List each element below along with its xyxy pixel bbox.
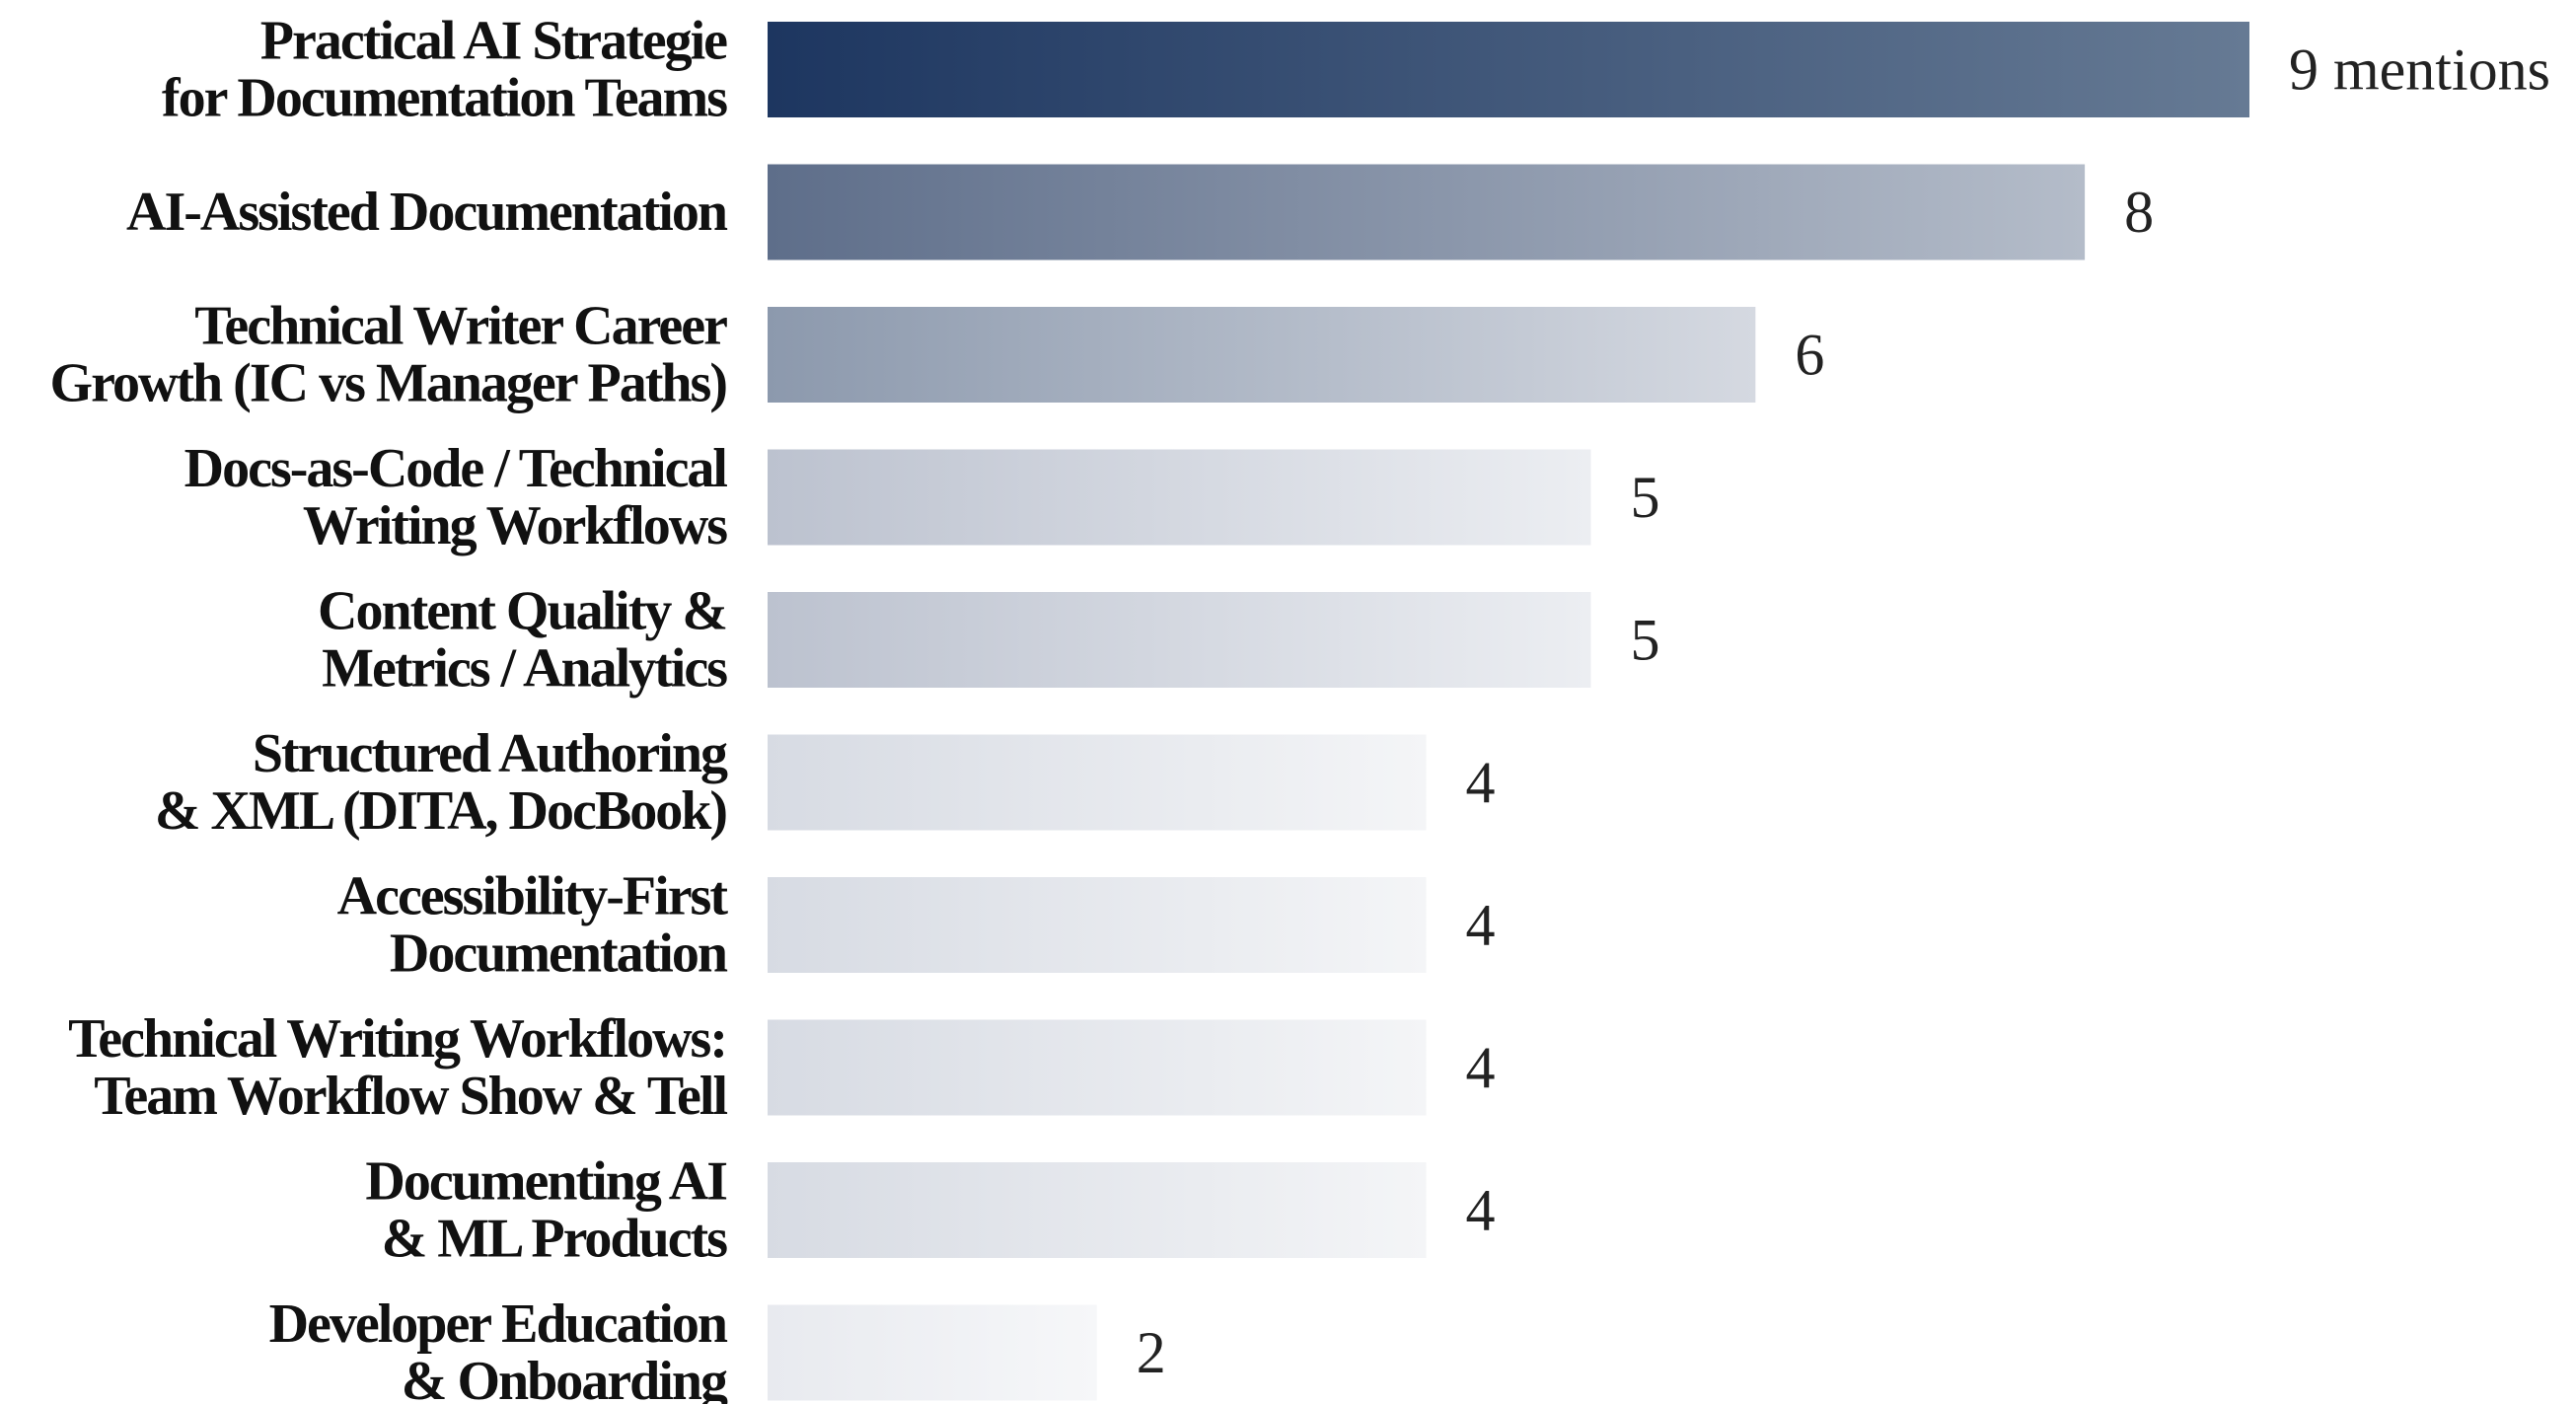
category-label: & ML Products [382,1209,728,1270]
bar [768,877,1427,973]
bar [768,1162,1427,1258]
value-label: 6 [1795,323,1824,388]
bar [768,1019,1427,1116]
category-label: & XML (DITA, DocBook) [155,780,727,842]
value-label: 4 [1466,1035,1496,1100]
value-label: 9 mentions [2289,37,2550,103]
category-label: Practical AI Strategie [260,11,727,72]
category-label: Technical Writer Career [194,296,727,357]
bar [768,1304,1097,1401]
value-label: 8 [2124,180,2154,245]
category-label: Team Workflow Show & Tell [94,1066,727,1127]
category-label: Accessibility-First [337,866,729,927]
value-label: 5 [1630,608,1659,673]
bar [768,22,2249,117]
category-label: Content Quality & [318,581,726,642]
bar [768,592,1591,688]
category-label: AI-Assisted Documentation [126,182,728,243]
value-label: 2 [1137,1320,1166,1385]
bar [768,307,1756,403]
category-label: Writing Workflows [303,495,727,556]
value-label: 4 [1466,750,1496,815]
value-label: 4 [1466,1178,1496,1243]
value-label: 5 [1630,465,1659,530]
category-label: Documenting AI [365,1151,726,1213]
category-label: Technical Writing Workflows: [68,1008,726,1070]
bar [768,449,1591,546]
category-label: Developer Education [269,1293,728,1355]
category-label: Metrics / Analytics [322,638,727,700]
category-label: Structured Authoring [253,723,728,784]
category-label: Docs-as-Code / Technical [184,438,728,499]
value-label: 4 [1466,893,1496,958]
category-label: Growth (IC vs Manager Paths) [50,353,727,414]
bar [768,734,1427,831]
category-label: for Documentation Teams [162,68,727,129]
bar [768,164,2086,260]
category-label: Documentation [390,924,728,985]
category-label: & Onboarding [402,1351,728,1404]
